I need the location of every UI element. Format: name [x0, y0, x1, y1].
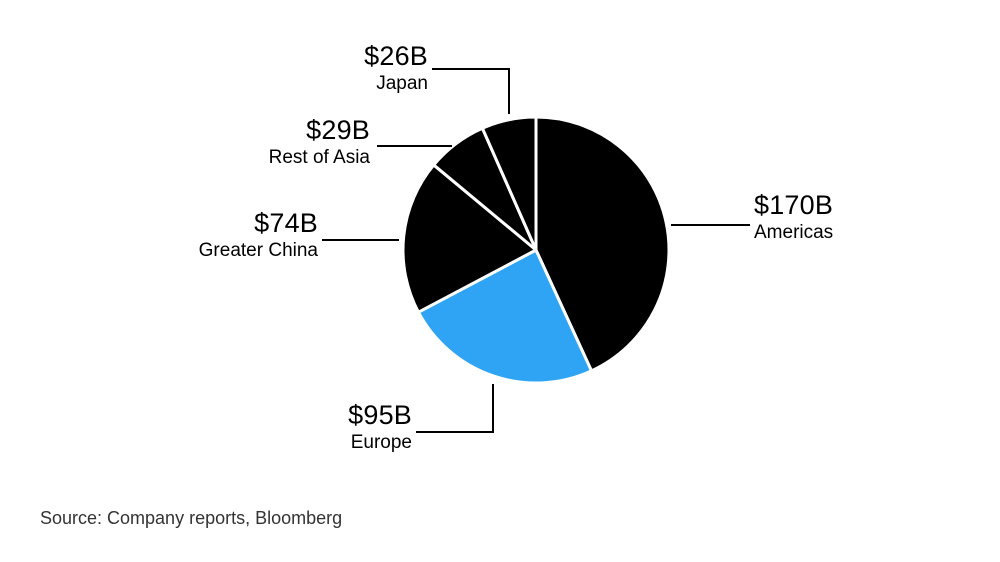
label-rest-of-asia-value: $29B [306, 115, 370, 145]
label-rest-of-asia-name: Rest of Asia [268, 147, 370, 168]
label-japan-value: $26B [364, 41, 428, 71]
leader-line-europe [416, 384, 494, 433]
label-greater-china: $74B Greater China [199, 208, 318, 261]
label-europe-name: Europe [350, 432, 412, 453]
label-europe-value: $95B [348, 400, 412, 430]
source-note: Source: Company reports, Bloomberg [40, 508, 343, 528]
label-rest-of-asia: $29B Rest of Asia [269, 115, 370, 168]
label-americas: $170B Americas [754, 190, 833, 243]
label-greater-china-value: $74B [254, 208, 318, 238]
label-japan: $26B Japan [364, 41, 428, 94]
label-greater-china-name: Greater China [198, 240, 318, 261]
label-europe: $95B Europe [348, 400, 412, 453]
label-japan-name: Japan [376, 73, 428, 94]
leader-line-japan [432, 68, 510, 114]
label-americas-name: Americas [754, 222, 834, 243]
slice-americas [534, 115, 671, 373]
slice-europe [416, 248, 594, 385]
slice-japan [480, 115, 538, 252]
label-americas-value: $170B [754, 190, 834, 220]
slice-greater-china [401, 163, 538, 314]
